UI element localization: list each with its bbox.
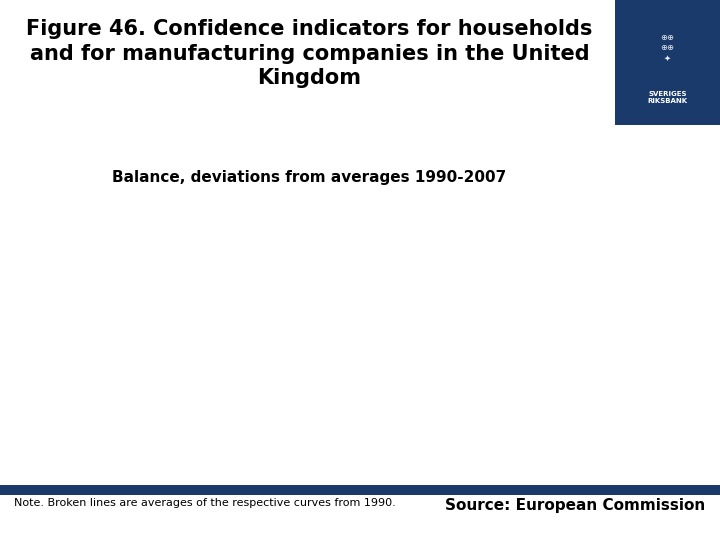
Text: ⊕⊕
⊕⊕
✦: ⊕⊕ ⊕⊕ ✦ xyxy=(660,32,675,63)
Text: SVERIGES
RIKSBANK: SVERIGES RIKSBANK xyxy=(647,91,688,104)
Text: Source: European Commission: Source: European Commission xyxy=(446,498,706,513)
Text: Balance, deviations from averages 1990-2007: Balance, deviations from averages 1990-2… xyxy=(112,170,507,185)
Text: Figure 46. Confidence indicators for households
and for manufacturing companies : Figure 46. Confidence indicators for hou… xyxy=(27,19,593,89)
Text: Note. Broken lines are averages of the respective curves from 1990.: Note. Broken lines are averages of the r… xyxy=(14,498,396,508)
